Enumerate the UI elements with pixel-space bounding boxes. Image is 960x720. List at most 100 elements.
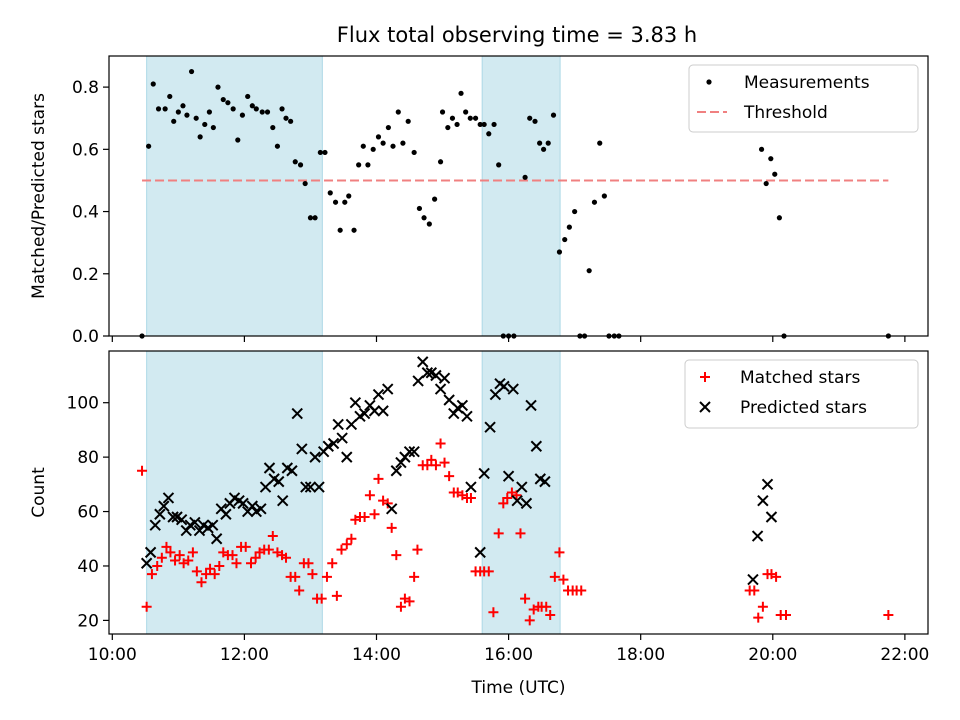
measurement-point <box>337 227 343 233</box>
predicted-point <box>408 445 420 458</box>
y-tick-label: 100 <box>67 394 99 414</box>
measurement-point <box>356 162 362 168</box>
predicted-point <box>511 494 523 507</box>
measurement-point <box>416 205 423 212</box>
y-tick-label: 80 <box>77 448 99 468</box>
matched-point <box>240 541 251 552</box>
predicted-point <box>395 456 407 469</box>
measurement-point <box>405 118 411 124</box>
matched-point <box>369 509 380 520</box>
matched-point <box>327 558 338 569</box>
predicted-point <box>390 465 403 477</box>
matched-point <box>137 465 148 476</box>
measurement-point <box>312 215 318 221</box>
predicted-point <box>448 407 460 420</box>
x-tick-label: 14:00 <box>352 645 401 665</box>
measurement-point <box>763 180 769 187</box>
measurement-point <box>385 124 391 131</box>
matched-point <box>412 544 423 555</box>
measurement-point <box>180 103 186 109</box>
measurement-point <box>540 146 547 152</box>
legend: Measurements Threshold <box>688 64 919 133</box>
x-tick-label: 20:00 <box>748 645 797 665</box>
matched-point <box>404 596 415 607</box>
predicted-point <box>175 514 188 526</box>
measurement-point <box>586 268 592 274</box>
y-tick-label: 0.0 <box>72 327 99 347</box>
predicted-point <box>520 497 533 510</box>
legend: Matched stars Predicted stars <box>684 359 919 429</box>
predicted-point <box>372 388 385 401</box>
predicted-point <box>220 508 232 520</box>
matched-point <box>373 473 384 484</box>
matched-point <box>520 593 531 604</box>
measurement-point <box>481 121 487 128</box>
chart-title: Flux total observing time = 3.83 h <box>337 23 697 47</box>
matched-point <box>364 490 375 501</box>
axes-frame <box>108 55 929 337</box>
bottom-plot: 20 40 60 80 100 10:00 12:00 14:00 16:00 18:00 20:0… <box>29 350 929 698</box>
matched-point <box>541 601 552 612</box>
matched-point <box>430 460 441 471</box>
measurement-point <box>351 227 357 233</box>
measurement-point <box>439 109 446 115</box>
y-tick-label: 20 <box>77 611 99 631</box>
measurement-point <box>458 90 464 96</box>
measurement-point <box>395 109 401 115</box>
predicted-point <box>263 462 276 474</box>
matched-point <box>483 566 494 577</box>
measurement-point <box>380 140 386 146</box>
matched-point <box>426 454 437 465</box>
predicted-point <box>206 519 219 531</box>
predicted-point <box>430 369 442 382</box>
matched-point <box>439 457 450 468</box>
matched-point <box>549 571 560 582</box>
predicted-point <box>180 524 192 537</box>
predicted-point <box>167 511 179 523</box>
matched-point <box>341 539 352 550</box>
predicted-point <box>443 394 455 406</box>
matched-point <box>382 498 393 509</box>
predicted-point <box>309 451 321 463</box>
matched-point <box>281 552 292 563</box>
legend-marker <box>706 79 712 85</box>
shaded-interval-0 <box>146 350 323 635</box>
matched-point <box>444 471 455 482</box>
matched-point <box>883 609 894 620</box>
measurement-point <box>437 159 444 165</box>
predicted-point <box>140 557 153 569</box>
measurement-point <box>210 124 216 131</box>
predicted-point <box>345 418 358 431</box>
matched-point <box>386 522 397 533</box>
matched-point <box>465 492 476 503</box>
measurement-point <box>171 118 177 124</box>
legend-label: Predicted stars <box>740 398 867 418</box>
predicted-point <box>210 533 223 545</box>
matched-point <box>493 528 504 539</box>
matched-point <box>409 571 420 582</box>
predicted-point <box>377 405 389 417</box>
y-tick-label: 0.2 <box>72 265 99 285</box>
predicted-point <box>385 503 398 515</box>
measurement-point <box>167 93 173 100</box>
measurement-point <box>432 196 438 202</box>
measurement-point <box>768 156 774 162</box>
measurement-point <box>274 143 281 149</box>
matched-point <box>511 490 522 501</box>
predicted-point <box>313 481 325 493</box>
predicted-point <box>189 516 201 529</box>
measurement-point <box>270 124 276 131</box>
legend-marker <box>700 372 710 382</box>
measurement-point <box>591 199 598 205</box>
measurement-point <box>421 215 427 221</box>
measurement-point <box>245 93 251 100</box>
measurement-point <box>400 140 406 146</box>
y-tick-label: 0.6 <box>72 140 99 160</box>
predicted-point <box>273 475 285 488</box>
matched-point <box>267 531 278 542</box>
measurement-point <box>249 103 255 109</box>
measurement-point <box>550 112 557 118</box>
measurement-point <box>322 149 328 156</box>
measurement-point <box>317 149 323 156</box>
predicted-point <box>149 519 161 531</box>
